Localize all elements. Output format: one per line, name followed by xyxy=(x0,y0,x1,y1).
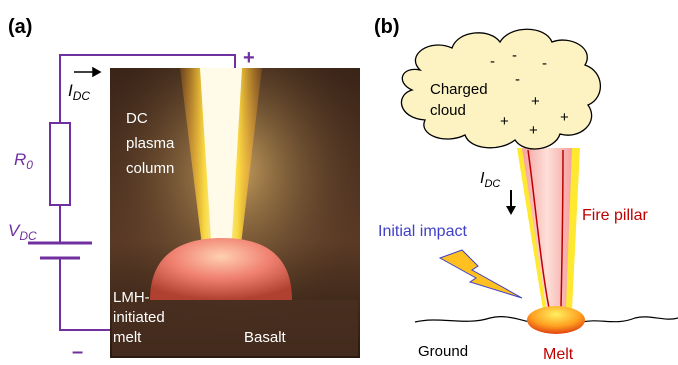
photo-label: initiated xyxy=(113,309,165,326)
lightning xyxy=(440,250,522,298)
melt-label: Melt xyxy=(543,346,574,363)
impact-label: Initial impact xyxy=(378,223,467,240)
cloud-label: cloud xyxy=(430,102,466,119)
negative-terminal: – xyxy=(72,341,83,363)
cloud-label: Charged xyxy=(430,81,488,98)
pillar-inner xyxy=(522,148,572,308)
subscript: DC xyxy=(484,178,500,190)
photo-label: LMH- xyxy=(113,289,150,306)
charge: + xyxy=(560,109,569,126)
subscript: 0 xyxy=(26,158,33,172)
charge: + xyxy=(531,93,540,110)
charge: - xyxy=(515,71,520,88)
photo-label: DC xyxy=(126,110,148,127)
current-arrow xyxy=(74,68,100,76)
charge: - xyxy=(512,47,517,64)
panel-label: (b) xyxy=(374,16,400,38)
photo-label: Basalt xyxy=(244,329,287,346)
current-label: IDC xyxy=(480,170,500,190)
photo-label: melt xyxy=(113,329,142,346)
panel-label: (a) xyxy=(8,16,32,38)
charge: - xyxy=(490,53,495,70)
voltage-label: VDC xyxy=(8,221,37,243)
subscript: DC xyxy=(19,229,37,243)
positive-terminal: + xyxy=(243,47,255,69)
melt-blob xyxy=(527,306,585,334)
photo-label: plasma xyxy=(126,135,175,152)
charge: - xyxy=(542,55,547,72)
ground-label: Ground xyxy=(418,343,468,360)
current-label: IDC xyxy=(68,81,90,103)
pillar-label: Fire pillar xyxy=(582,207,648,224)
photo-label: column xyxy=(126,160,174,177)
symbol: R xyxy=(14,150,26,169)
subscript: DC xyxy=(73,89,91,103)
charge: + xyxy=(529,122,538,139)
figure: (a) + – IDC R0 VDC DC plasma column LMH-… xyxy=(0,0,678,365)
charge: + xyxy=(500,113,509,130)
resistor-label: R0 xyxy=(14,150,33,172)
current-arrow xyxy=(506,190,516,215)
